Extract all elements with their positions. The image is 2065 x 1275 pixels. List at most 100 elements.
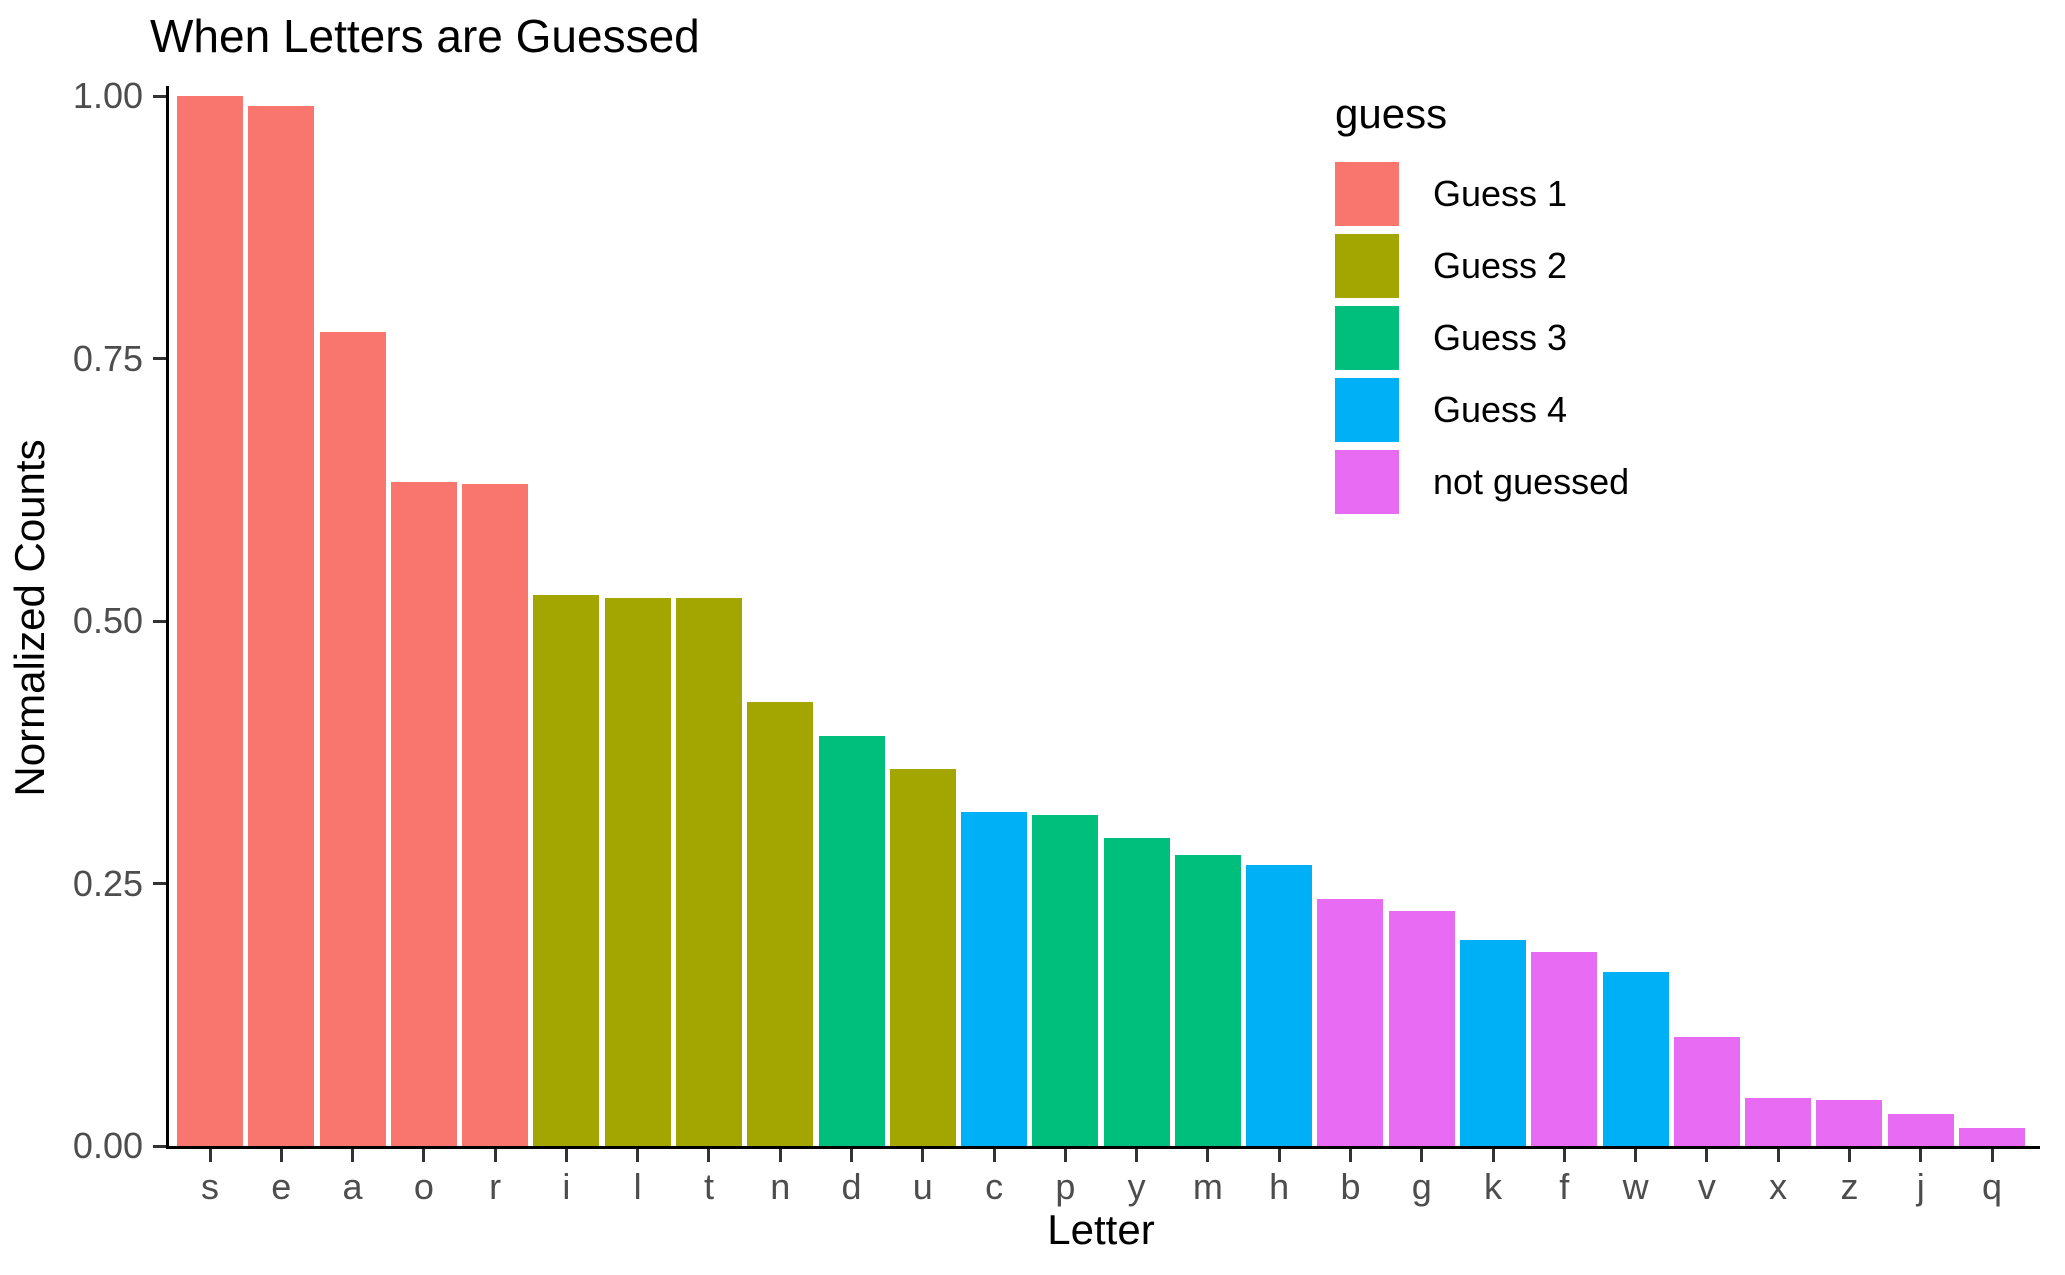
bar-e bbox=[248, 106, 315, 1146]
x-tick bbox=[1990, 1149, 1994, 1162]
bar-a bbox=[319, 332, 386, 1146]
x-tick bbox=[1634, 1149, 1638, 1162]
x-tick bbox=[1776, 1149, 1780, 1162]
legend-item-1: Guess 1 bbox=[1335, 162, 1629, 226]
legend-item-2: Guess 2 bbox=[1335, 234, 1629, 298]
x-tick-label-q: q bbox=[1981, 1166, 2003, 1207]
x-tick-label-f: f bbox=[1559, 1166, 1570, 1207]
x-tick-label-p: p bbox=[1055, 1166, 1076, 1207]
bar-s bbox=[177, 96, 243, 1146]
x-tick-label-h: h bbox=[1269, 1166, 1290, 1207]
x-tick-label-m: m bbox=[1192, 1166, 1223, 1207]
bar-q bbox=[1959, 1128, 2025, 1146]
plot-panel bbox=[166, 86, 2037, 1146]
x-tick bbox=[1063, 1149, 1067, 1162]
x-tick-label-n: n bbox=[770, 1166, 791, 1207]
x-tick-label-x: x bbox=[1769, 1166, 1788, 1207]
legend-swatch-2 bbox=[1335, 234, 1399, 298]
bar-u bbox=[889, 769, 956, 1146]
x-tick-label-c: c bbox=[985, 1166, 1004, 1207]
x-tick-label-a: a bbox=[342, 1166, 363, 1207]
x-axis-line bbox=[166, 1146, 2040, 1149]
legend-item-5: not guessed bbox=[1335, 450, 1629, 514]
legend-label-4: Guess 4 bbox=[1433, 389, 1568, 430]
x-tick bbox=[1919, 1149, 1923, 1162]
x-tick-label-k: k bbox=[1484, 1166, 1503, 1207]
x-tick-label-g: g bbox=[1411, 1166, 1432, 1207]
x-tick bbox=[351, 1149, 355, 1162]
legend-item-4: Guess 4 bbox=[1335, 378, 1629, 442]
bar-p bbox=[1032, 815, 1099, 1146]
bar-x bbox=[1745, 1098, 1812, 1146]
x-tick-label-y: y bbox=[1127, 1166, 1146, 1207]
legend-title: guess bbox=[1335, 90, 1448, 137]
x-tick bbox=[1705, 1149, 1709, 1162]
legend-swatch-3 bbox=[1335, 306, 1399, 370]
y-axis-line bbox=[166, 86, 169, 1149]
bar-y bbox=[1103, 838, 1170, 1146]
bar-k bbox=[1460, 940, 1527, 1146]
x-tick-label-d: d bbox=[841, 1166, 862, 1207]
x-tick-label-i: i bbox=[562, 1166, 571, 1207]
bar-m bbox=[1174, 855, 1241, 1146]
x-tick bbox=[422, 1149, 426, 1162]
x-tick bbox=[493, 1149, 497, 1162]
legend-label-1: Guess 1 bbox=[1433, 173, 1568, 214]
bar-z bbox=[1816, 1100, 1883, 1146]
legend-label-3: Guess 3 bbox=[1433, 317, 1568, 358]
x-tick-label-z: z bbox=[1840, 1166, 1859, 1207]
x-tick bbox=[1348, 1149, 1352, 1162]
x-tick bbox=[1491, 1149, 1495, 1162]
bar-o bbox=[390, 482, 457, 1146]
x-tick-label-j: j bbox=[1916, 1166, 1925, 1207]
legend-item-3: Guess 3 bbox=[1335, 306, 1629, 370]
bar-g bbox=[1388, 911, 1455, 1146]
y-tick-label-1.00: 1.00 bbox=[72, 75, 143, 116]
x-tick-label-e: e bbox=[271, 1166, 292, 1207]
x-tick bbox=[1206, 1149, 1210, 1162]
x-tick-label-b: b bbox=[1340, 1166, 1361, 1207]
y-tick bbox=[153, 1144, 166, 1148]
y-tick bbox=[153, 619, 166, 623]
bar-h bbox=[1246, 865, 1313, 1146]
x-tick bbox=[1135, 1149, 1139, 1162]
bar-f bbox=[1531, 952, 1598, 1146]
y-tick-label-0.00: 0.00 bbox=[72, 1125, 143, 1166]
legend-swatch-5 bbox=[1335, 450, 1399, 514]
bar-n bbox=[747, 702, 814, 1146]
x-tick-label-o: o bbox=[413, 1166, 434, 1207]
x-tick-label-r: r bbox=[489, 1166, 502, 1207]
y-tick-label-0.25: 0.25 bbox=[72, 862, 143, 904]
legend: guess Guess 1 Guess 2 Guess 3 Guess 4 not gu… bbox=[1335, 92, 1629, 522]
x-tick bbox=[208, 1149, 212, 1162]
bar-d bbox=[818, 736, 885, 1146]
x-tick bbox=[992, 1149, 996, 1162]
chart-title: When Letters are Guessed bbox=[150, 10, 700, 62]
y-tick bbox=[153, 94, 166, 98]
x-tick bbox=[636, 1149, 640, 1162]
x-tick-label-w: w bbox=[1622, 1166, 1649, 1207]
bar-r bbox=[462, 484, 529, 1146]
bar-t bbox=[675, 598, 742, 1146]
y-tick bbox=[153, 882, 166, 885]
y-tick bbox=[153, 357, 166, 360]
legend-swatch-4 bbox=[1335, 378, 1399, 442]
x-tick-label-l: l bbox=[633, 1166, 642, 1207]
bar-l bbox=[604, 598, 671, 1146]
y-tick-label-0.50: 0.50 bbox=[72, 600, 143, 641]
x-tick-label-u: u bbox=[912, 1166, 933, 1207]
bar-c bbox=[961, 812, 1028, 1146]
x-tick-label-t: t bbox=[703, 1166, 714, 1207]
x-tick bbox=[707, 1149, 711, 1162]
x-tick bbox=[778, 1149, 782, 1162]
bar-j bbox=[1887, 1114, 1954, 1146]
x-tick bbox=[850, 1149, 854, 1162]
x-tick bbox=[1847, 1149, 1851, 1162]
x-tick bbox=[1562, 1149, 1566, 1162]
legend-swatch-1 bbox=[1335, 162, 1399, 226]
x-axis-title: Letter bbox=[1047, 1206, 1155, 1253]
x-tick-label-v: v bbox=[1697, 1166, 1716, 1207]
y-tick-label-0.75: 0.75 bbox=[72, 337, 143, 379]
legend-label-5: not guessed bbox=[1433, 461, 1630, 502]
